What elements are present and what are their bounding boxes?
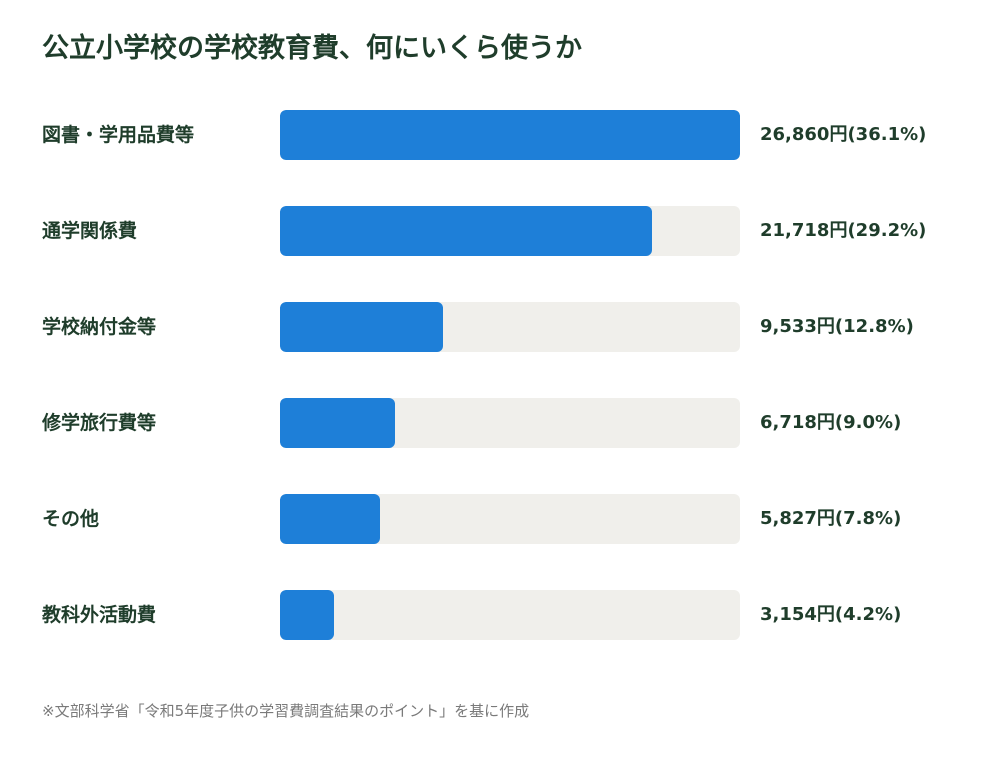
bar: [280, 398, 395, 448]
value-label: 9,533円(12.8%): [760, 316, 914, 337]
bar-track: [280, 398, 740, 448]
chart-row: 教科外活動費 3,154円(4.2%): [0, 590, 1000, 640]
value-label: 21,718円(29.2%): [760, 220, 927, 241]
category-label: その他: [42, 508, 100, 530]
bar-track: [280, 110, 740, 160]
bar-track: [280, 590, 740, 640]
category-label: 学校納付金等: [42, 316, 157, 338]
value-label: 3,154円(4.2%): [760, 604, 902, 625]
chart-row: 修学旅行費等 6,718円(9.0%): [0, 398, 1000, 448]
bar: [280, 590, 334, 640]
chart-row: その他 5,827円(7.8%): [0, 494, 1000, 544]
value-label: 26,860円(36.1%): [760, 124, 927, 145]
bar: [280, 110, 740, 160]
chart-title: 公立小学校の学校教育費、何にいくら使うか: [42, 33, 582, 64]
bar: [280, 494, 380, 544]
category-label: 修学旅行費等: [42, 412, 157, 434]
category-label: 図書・学用品費等: [42, 124, 195, 146]
bar-track: [280, 494, 740, 544]
chart-row: 図書・学用品費等 26,860円(36.1%): [0, 110, 1000, 160]
bar: [280, 206, 652, 256]
chart-row: 学校納付金等 9,533円(12.8%): [0, 302, 1000, 352]
bar: [280, 302, 443, 352]
chart-row: 通学関係費 21,718円(29.2%): [0, 206, 1000, 256]
value-label: 5,827円(7.8%): [760, 508, 902, 529]
bar-track: [280, 302, 740, 352]
value-label: 6,718円(9.0%): [760, 412, 902, 433]
bar-track: [280, 206, 740, 256]
source-note: ※文部科学省「令和5年度子供の学習費調査結果のポイント」を基に作成: [42, 702, 530, 720]
category-label: 通学関係費: [42, 220, 138, 242]
category-label: 教科外活動費: [42, 604, 157, 626]
